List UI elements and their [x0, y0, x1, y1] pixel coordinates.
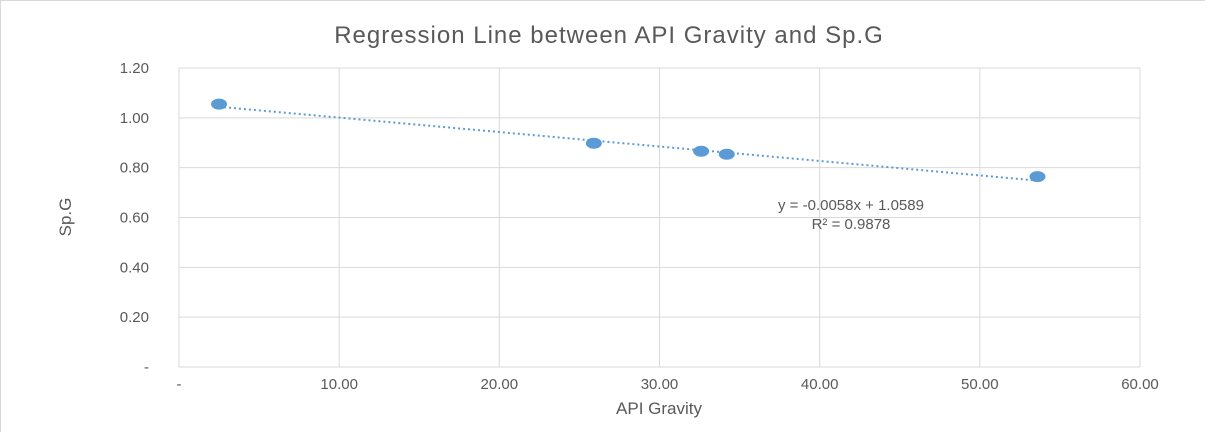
y-axis-ticks: - 0.20 0.40 0.60 0.80 1.00 1.20 — [120, 60, 149, 376]
x-axis-ticks: - 10.00 20.00 30.00 40.00 50.00 60.00 — [177, 376, 1159, 393]
x-tick-label: 10.00 — [320, 376, 358, 393]
y-tick-label: 0.60 — [120, 210, 149, 227]
x-tick-label: 40.00 — [801, 376, 839, 393]
trendline-r-squared: R² = 0.9878 — [812, 216, 891, 233]
data-point — [693, 145, 710, 157]
trendline-group — [218, 105, 1038, 182]
x-tick-label: 20.00 — [481, 376, 519, 393]
y-tick-label: 0.20 — [120, 309, 149, 326]
y-tick-label: 1.00 — [120, 110, 149, 127]
grid-lines — [178, 67, 1141, 368]
y-tick-label: - — [144, 359, 149, 376]
x-tick-label: 30.00 — [641, 376, 679, 393]
x-tick-label: - — [177, 376, 182, 393]
data-point — [718, 148, 735, 160]
data-point — [1029, 171, 1046, 183]
x-tick-label: 60.00 — [1121, 376, 1159, 393]
y-axis-label: Sp.G — [56, 198, 75, 237]
x-tick-label: 50.00 — [961, 376, 999, 393]
data-point — [211, 98, 228, 110]
data-point — [585, 137, 602, 149]
y-tick-label: 0.40 — [120, 259, 149, 276]
trendline — [218, 105, 1038, 182]
trendline-equation: y = -0.0058x + 1.0589 — [778, 197, 924, 214]
data-points — [211, 98, 1046, 183]
chart-title: Regression Line between API Gravity and … — [334, 22, 884, 49]
y-tick-label: 0.80 — [120, 160, 149, 177]
x-axis-label: API Gravity — [616, 399, 702, 418]
y-tick-label: 1.20 — [120, 60, 149, 77]
